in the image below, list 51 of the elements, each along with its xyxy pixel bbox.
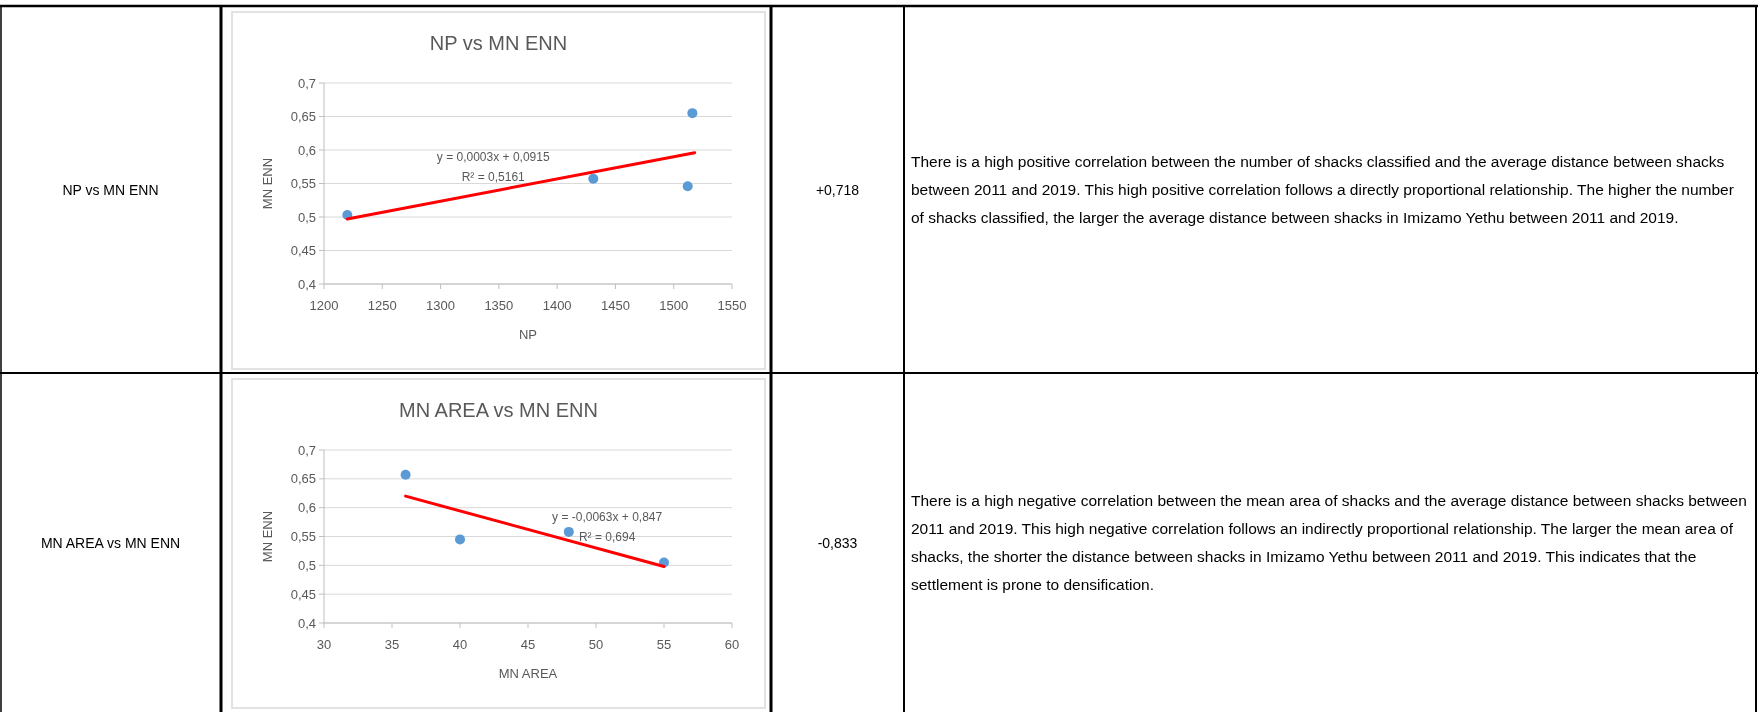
y-tick-label: 0,65	[290, 471, 316, 487]
y-tick-label: 0,5	[297, 557, 316, 573]
x-tick-label: 1250	[367, 298, 397, 313]
x-tick-label: 1500	[659, 298, 689, 313]
chart-title: MN AREA vs MN ENN	[399, 399, 598, 421]
y-tick-label: 0,45	[290, 243, 316, 258]
x-tick-label: 1400	[542, 298, 572, 313]
x-tick-label: 1450	[600, 298, 630, 313]
x-axis-title: MN AREA	[498, 666, 558, 681]
y-tick-label: 0,6	[297, 142, 316, 158]
annotation: R² = 0,694	[578, 530, 636, 545]
x-tick-label: 45	[520, 637, 536, 652]
x-tick-label: 35	[384, 637, 400, 652]
x-tick-label: 55	[656, 637, 672, 652]
x-tick-label: 60	[724, 637, 740, 652]
y-tick-label: 0,7	[297, 75, 316, 91]
y-tick-label: 0,55	[290, 176, 316, 191]
annotation: y = 0,0003x + 0,0915	[436, 150, 550, 165]
x-tick-label: 1350	[484, 298, 514, 313]
chart-title: NP vs MN ENN	[429, 32, 568, 54]
text: MN AREA vs MN ENN	[40, 534, 181, 551]
y-tick-label: 0,4	[297, 276, 316, 292]
y-tick-label: 0,45	[290, 586, 316, 602]
x-axis-title: NP	[518, 327, 538, 342]
text: There is a high positive correlation between the number of shacks classified and the average distance between shacks between 2011 and 2019. This high positive correlation follows a directly proportional relationship. The higher the number of shacks classified, the larger the average distance between shacks in Imizamo Yethu between 2011 and 2019.	[911, 153, 1734, 227]
x-tick-label: 50	[588, 637, 604, 652]
y-tick-label: 0,6	[297, 500, 316, 516]
annotation: R² = 0,5161	[461, 170, 526, 185]
y-tick-label: 0,4	[297, 615, 316, 631]
x-tick-label: 40	[452, 637, 468, 652]
point	[400, 469, 411, 480]
x-tick-label: 1200	[309, 298, 339, 313]
text: +0,718	[815, 181, 860, 198]
text: NP vs MN ENN	[62, 181, 159, 198]
x-tick-label: 1550	[717, 298, 747, 313]
point	[687, 108, 698, 119]
y-axis-title: MN ENN	[260, 157, 275, 210]
point	[588, 173, 599, 184]
y-tick-label: 0,5	[297, 209, 316, 225]
y-tick-label: 0,65	[290, 109, 316, 124]
y-tick-label: 0,55	[290, 529, 316, 544]
point	[455, 534, 465, 545]
x-tick-label: 30	[316, 637, 332, 652]
text: There is a high negative correlation between the mean area of shacks and the average distance between shacks between 2011 and 2019. This high negative correlation follows an indirectly proportional relationship. The larger the mean area of shacks, the shorter the distance between shacks in Imizamo Yethu between 2011 and 2019. This indicates that the settlement is prone to densification.	[911, 492, 1747, 594]
point	[563, 526, 574, 537]
annotation: y = -0,0063x + 0,847	[552, 510, 663, 525]
y-tick-label: 0,7	[297, 442, 316, 458]
point	[682, 181, 693, 192]
y-axis-title: MN ENN	[260, 510, 275, 563]
text: -0,833	[817, 534, 858, 551]
x-tick-label: 1300	[426, 298, 456, 313]
